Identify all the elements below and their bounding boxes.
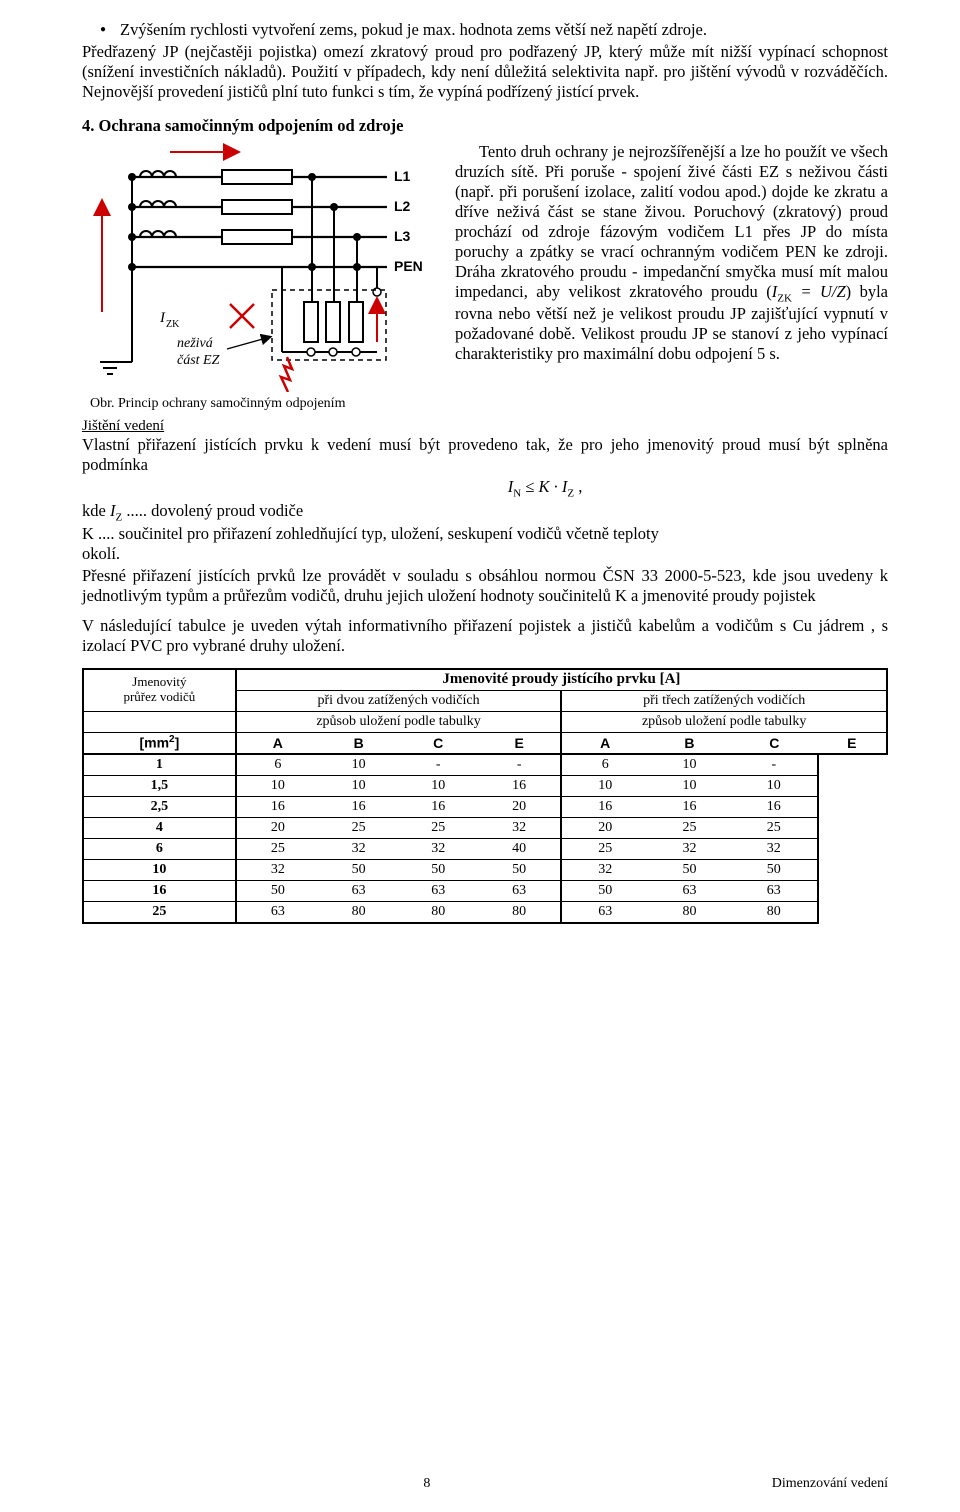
svg-text:L1: L1 — [394, 168, 411, 184]
where-lines: kde IZ ..... dovolený proud vodiče K ...… — [82, 501, 888, 563]
formula: IN ≤ K · IZ , — [202, 477, 888, 499]
page: ● Zvýšením rychlosti vytvoření zems, pok… — [0, 0, 960, 1512]
subhead-jisteni: Jištění vedení — [82, 418, 888, 435]
bullet-icon: ● — [100, 24, 106, 35]
paragraph-2: Tento druh ochrany je nejrozšířenější a … — [455, 142, 888, 364]
footer: 8 Dimenzování vedení — [82, 1476, 888, 1492]
bullet-paragraph: ● Zvýšením rychlosti vytvoření zems, pok… — [120, 20, 888, 40]
svg-text:L3: L3 — [394, 228, 411, 244]
figure-and-text: L1 L2 L3 PEN I ZK neživá část EZ Obr. Pr… — [82, 142, 888, 412]
footer-title: Dimenzování vedení — [772, 1476, 888, 1492]
paragraph-5: V následující tabulce je uveden výtah in… — [82, 616, 888, 656]
svg-text:ZK: ZK — [166, 319, 180, 330]
paragraph-3: Vlastní přiřazení jistících prvku k vede… — [82, 435, 888, 475]
bullet-text: Zvýšením rychlosti vytvoření zems, pokud… — [120, 20, 707, 39]
figure-caption: Obr. Princip ochrany samočinným odpojení… — [90, 396, 437, 412]
svg-text:I: I — [159, 310, 166, 326]
paragraph-1: Předřazený JP (nejčastěji pojistka) omez… — [82, 42, 888, 102]
svg-text:L2: L2 — [394, 198, 411, 214]
circuit-diagram: L1 L2 L3 PEN I ZK neživá část EZ — [82, 142, 437, 392]
svg-text:PEN: PEN — [394, 258, 423, 274]
figure-column: L1 L2 L3 PEN I ZK neživá část EZ Obr. Pr… — [82, 142, 437, 412]
svg-text:část EZ: část EZ — [177, 353, 220, 368]
section-4-title: 4. Ochrana samočinným odpojením od zdroj… — [82, 116, 888, 136]
rating-table: Jmenovitýprůřez vodičů Jmenovité proudy … — [82, 668, 888, 924]
paragraph-4: Přesné přiřazení jistících prvků lze pro… — [82, 566, 888, 606]
svg-text:neživá: neživá — [177, 336, 213, 351]
page-number: 8 — [423, 1476, 430, 1492]
